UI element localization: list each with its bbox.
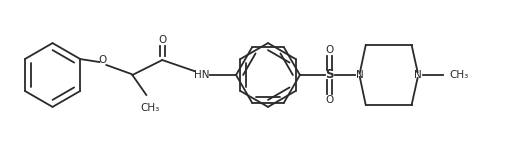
Text: N: N [414,70,421,80]
Text: S: S [325,69,334,81]
Text: O: O [326,95,334,105]
Text: CH₃: CH₃ [140,103,160,113]
Text: O: O [326,45,334,55]
Text: O: O [158,35,166,45]
Text: HN: HN [195,70,210,80]
Text: O: O [98,55,107,65]
Text: CH₃: CH₃ [449,70,469,80]
Text: N: N [356,70,364,80]
